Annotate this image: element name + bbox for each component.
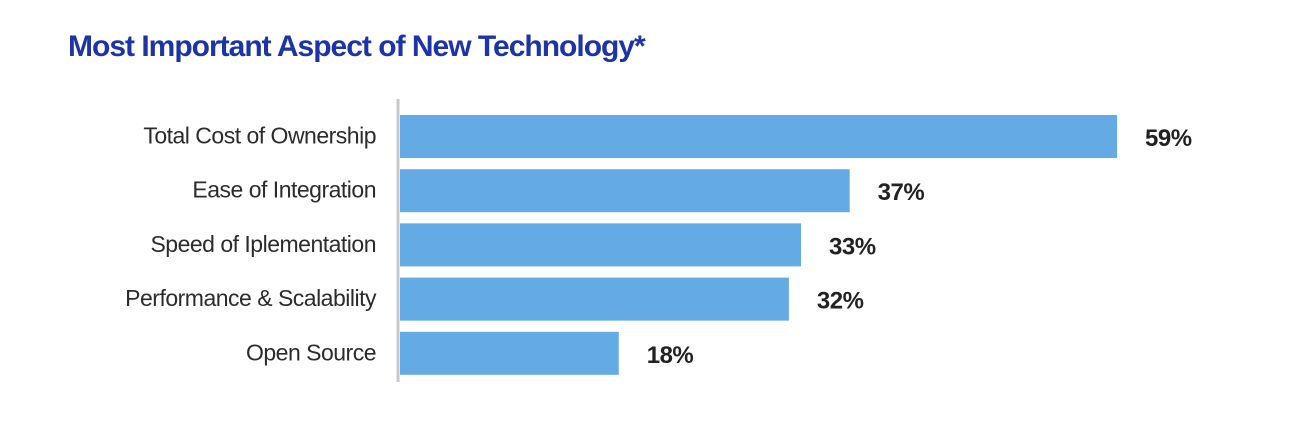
category-label-ease-of-integration: Ease of Integration (192, 177, 376, 203)
bar-open-source (400, 331, 619, 375)
chart-title: Most Important Aspect of New Technology* (68, 30, 646, 63)
bar-total-cost-of-ownership (400, 115, 1117, 158)
value-labels-group: 59% 37%33% 32% 18% (647, 125, 1192, 369)
value-label-speed-of-iplementation: 33% (829, 233, 876, 260)
category-label-open-source: Open Source (246, 339, 376, 365)
value-label-performance-scalability: 32% (817, 288, 864, 315)
value-label-ease-of-integration: 37% (878, 179, 925, 206)
category-label-performance-scalability: Performance & Scalability (125, 285, 377, 311)
value-label-total-cost-of-ownership: 59% (1145, 125, 1192, 152)
value-label-open-source: 18% (647, 342, 694, 369)
bar-ease-of-integration (400, 169, 850, 213)
bar-speed-of-iplementation (400, 223, 802, 267)
bars-group (400, 115, 1117, 375)
category-label-speed-of-iplementation: Speed of Iplementation (150, 231, 376, 257)
category-labels-group: Total Cost of Ownership Ease of Integrati… (125, 123, 377, 366)
bar-performance-scalability (400, 277, 789, 321)
category-label-total-cost-of-ownership: Total Cost of Ownership (143, 123, 376, 149)
